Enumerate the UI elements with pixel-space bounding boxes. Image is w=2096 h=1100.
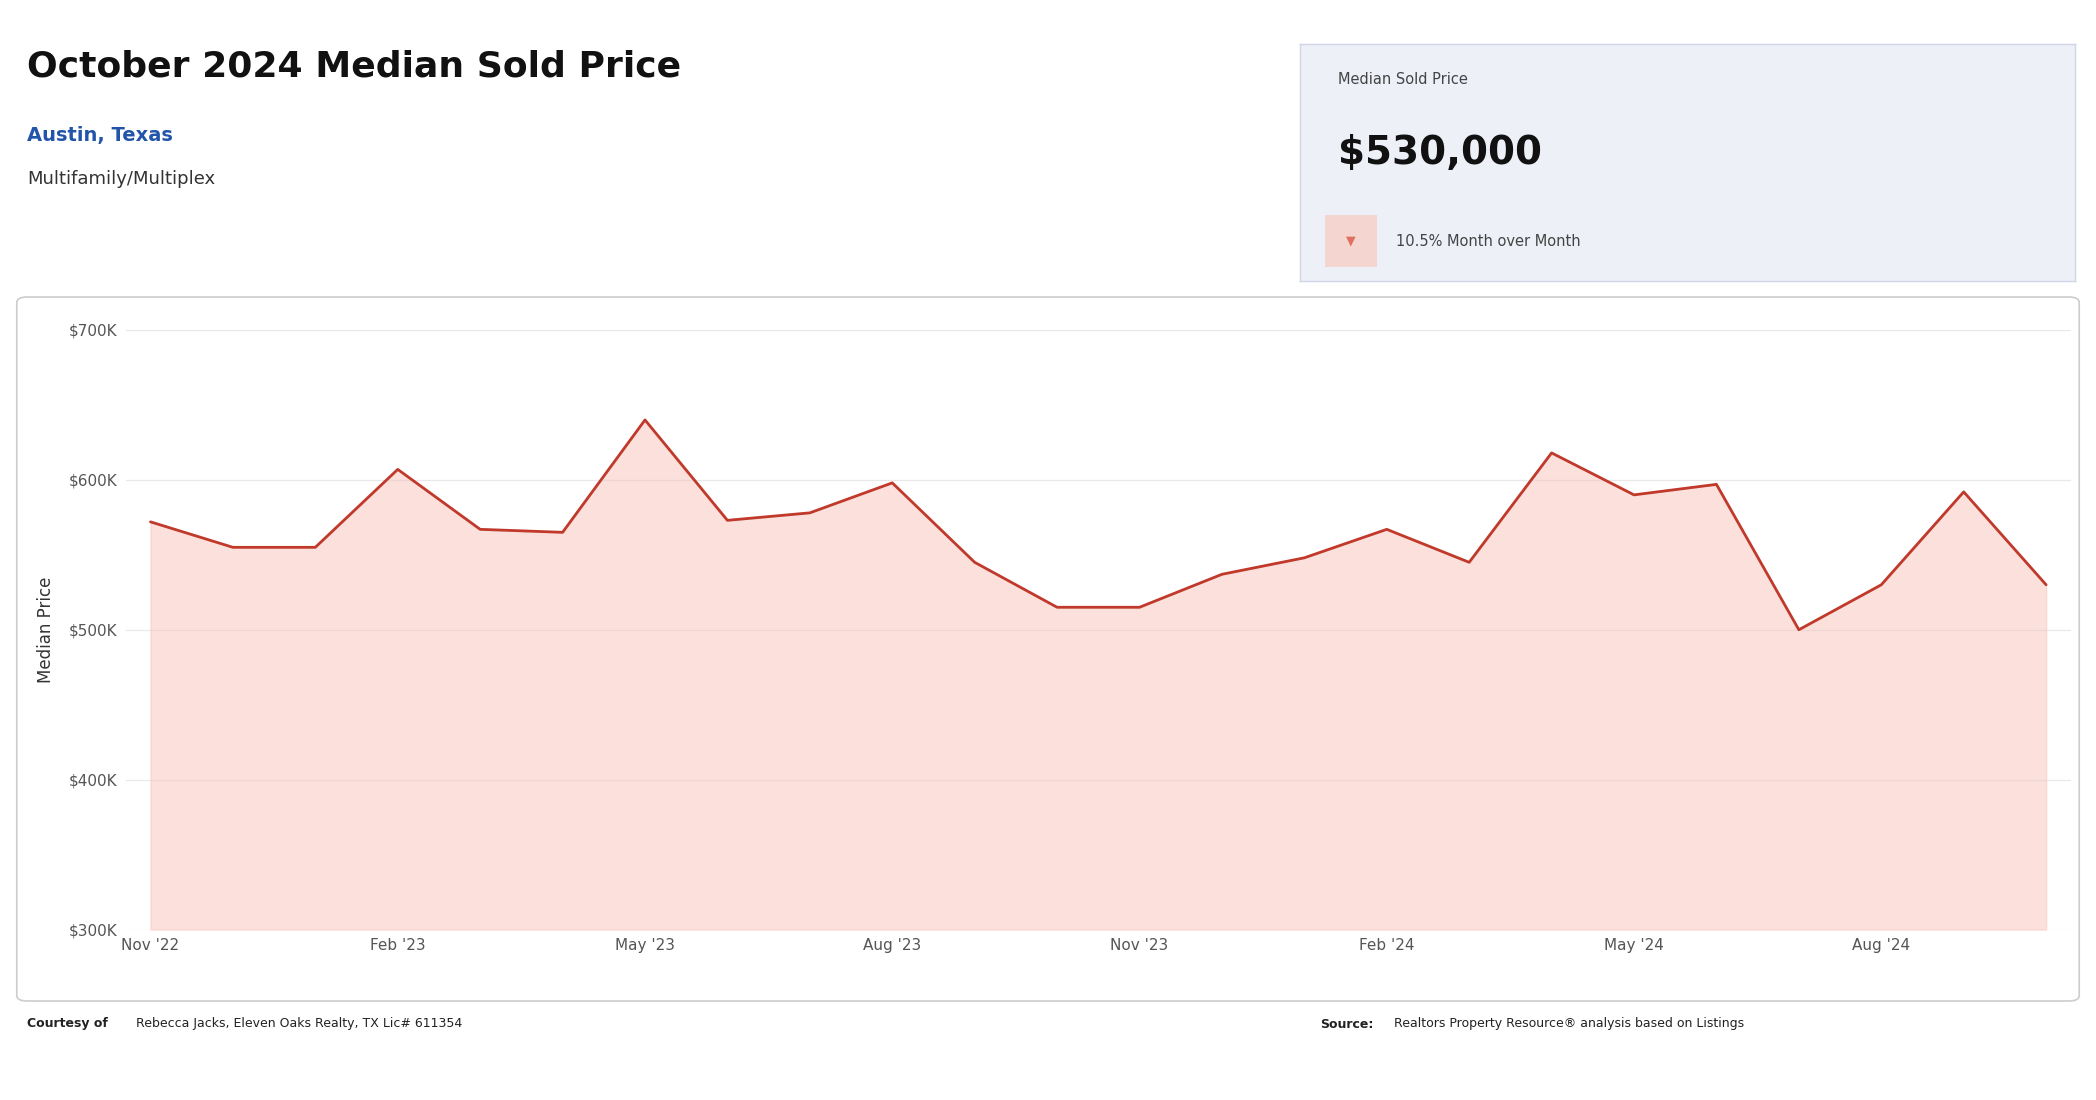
Text: Median Sold Price: Median Sold Price xyxy=(1337,73,1467,87)
Text: $530,000: $530,000 xyxy=(1337,134,1543,172)
FancyBboxPatch shape xyxy=(17,297,2079,1001)
Text: Multifamily/Multiplex: Multifamily/Multiplex xyxy=(27,170,216,188)
Text: Source:: Source: xyxy=(1320,1018,1373,1031)
Text: 10.5% Month over Month: 10.5% Month over Month xyxy=(1396,234,1580,250)
Text: October 2024 Median Sold Price: October 2024 Median Sold Price xyxy=(27,50,681,84)
Text: Austin, Texas: Austin, Texas xyxy=(27,126,174,145)
Text: Realtors Property Resource® analysis based on Listings: Realtors Property Resource® analysis bas… xyxy=(1394,1018,1744,1031)
Text: Rebecca Jacks, Eleven Oaks Realty, TX Lic# 611354: Rebecca Jacks, Eleven Oaks Realty, TX Li… xyxy=(136,1018,463,1031)
Y-axis label: Median Price: Median Price xyxy=(38,576,54,683)
Text: Courtesy of: Courtesy of xyxy=(27,1018,109,1031)
Text: ▼: ▼ xyxy=(1346,234,1356,248)
